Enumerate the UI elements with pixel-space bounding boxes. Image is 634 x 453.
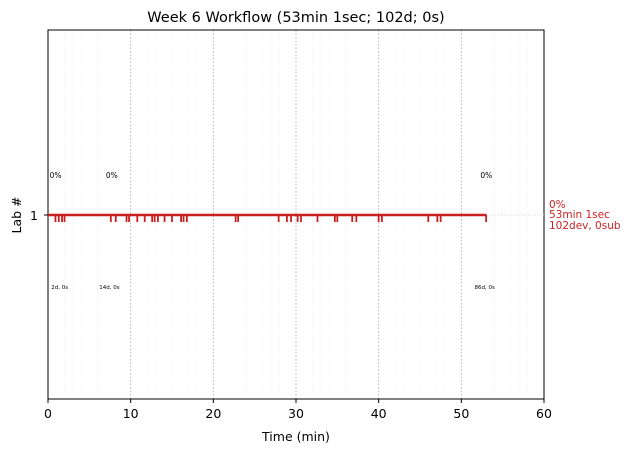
annotation-top: 0% xyxy=(50,171,62,180)
summary-duration: 53min 1sec xyxy=(549,209,610,221)
summary-percent: 0% xyxy=(549,199,566,211)
summary-label: 0% 53min 1sec 102dev, 0sub xyxy=(549,199,621,232)
summary-counts: 102dev, 0sub xyxy=(549,220,621,232)
y-axis: 1 xyxy=(30,208,48,223)
x-tick-label: 40 xyxy=(371,406,387,421)
series-lab-1 xyxy=(48,213,544,222)
y-tick-label: 1 xyxy=(30,208,38,223)
x-tick-label: 10 xyxy=(123,406,139,421)
annotation-top: 0% xyxy=(480,171,492,180)
x-axis: 0 10 20 30 40 50 60 xyxy=(44,399,552,421)
x-tick-label: 20 xyxy=(205,406,221,421)
annotation-bottom: 2d, 0s xyxy=(51,285,68,291)
x-tick-label: 60 xyxy=(536,406,552,421)
x-axis-label: Time (min) xyxy=(261,429,330,444)
x-tick-label: 0 xyxy=(44,406,52,421)
annotation-bottom: 14d, 0s xyxy=(99,285,119,291)
annotation-top: 0% xyxy=(106,171,118,180)
chart-title: Week 6 Workflow (53min 1sec; 102d; 0s) xyxy=(147,10,444,26)
x-tick-label: 50 xyxy=(453,406,469,421)
y-axis-label: Lab # xyxy=(9,196,24,233)
annotations: 0% 0% 0% 2d, 0s 14d, 0s 86d, 0s xyxy=(50,171,495,291)
annotation-bottom: 86d, 0s xyxy=(475,285,495,291)
x-tick-label: 30 xyxy=(288,406,304,421)
